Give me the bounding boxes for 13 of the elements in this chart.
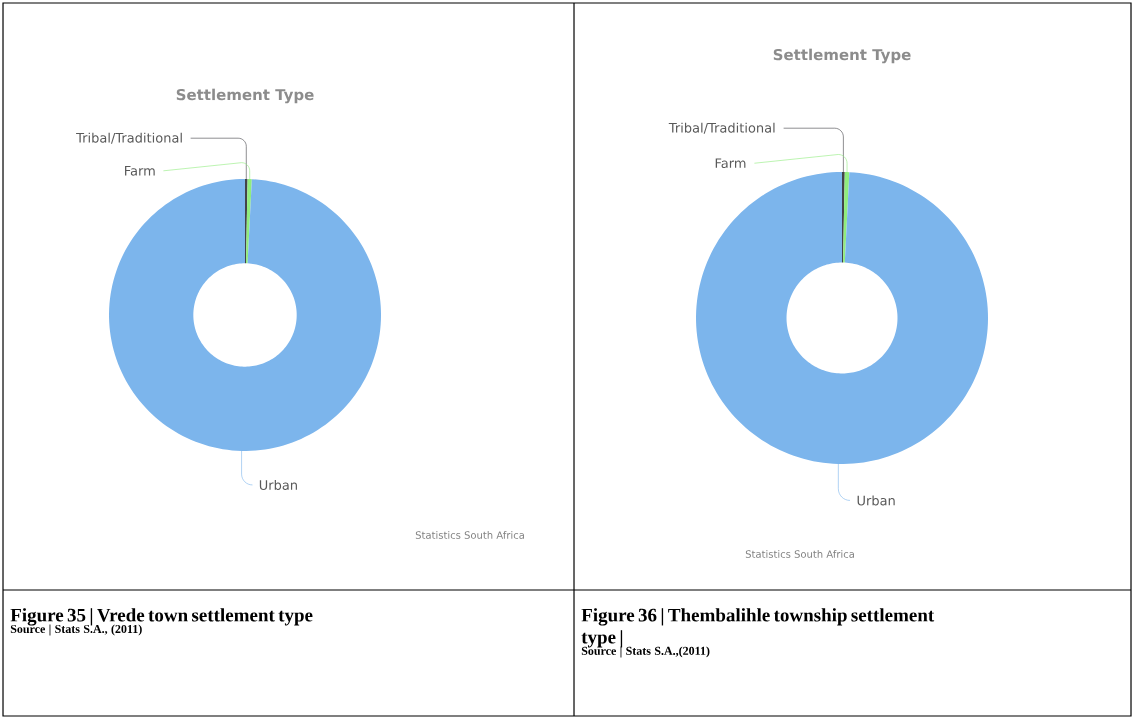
slice-label: Tribal/Traditional [76,132,182,144]
source-note: Source | Stats S.A.,(2011) [581,646,710,658]
source-note: Source | Stats S.A., (2011) [10,624,142,636]
slice-label: Urban [259,479,297,490]
slice-label: Farm [125,166,155,176]
caption: Figure 35 | Vrede town settlement type [10,608,313,626]
chart-title: Settlement Type [176,88,314,104]
slice-label: Farm [715,158,746,169]
chart-title: Settlement Type [773,48,911,64]
text: Statistics South Africa [745,550,854,558]
text: Statistics South Africa [415,531,524,539]
slice-label: Tribal/Traditional [668,122,775,134]
slice-label: Urban [857,495,895,506]
